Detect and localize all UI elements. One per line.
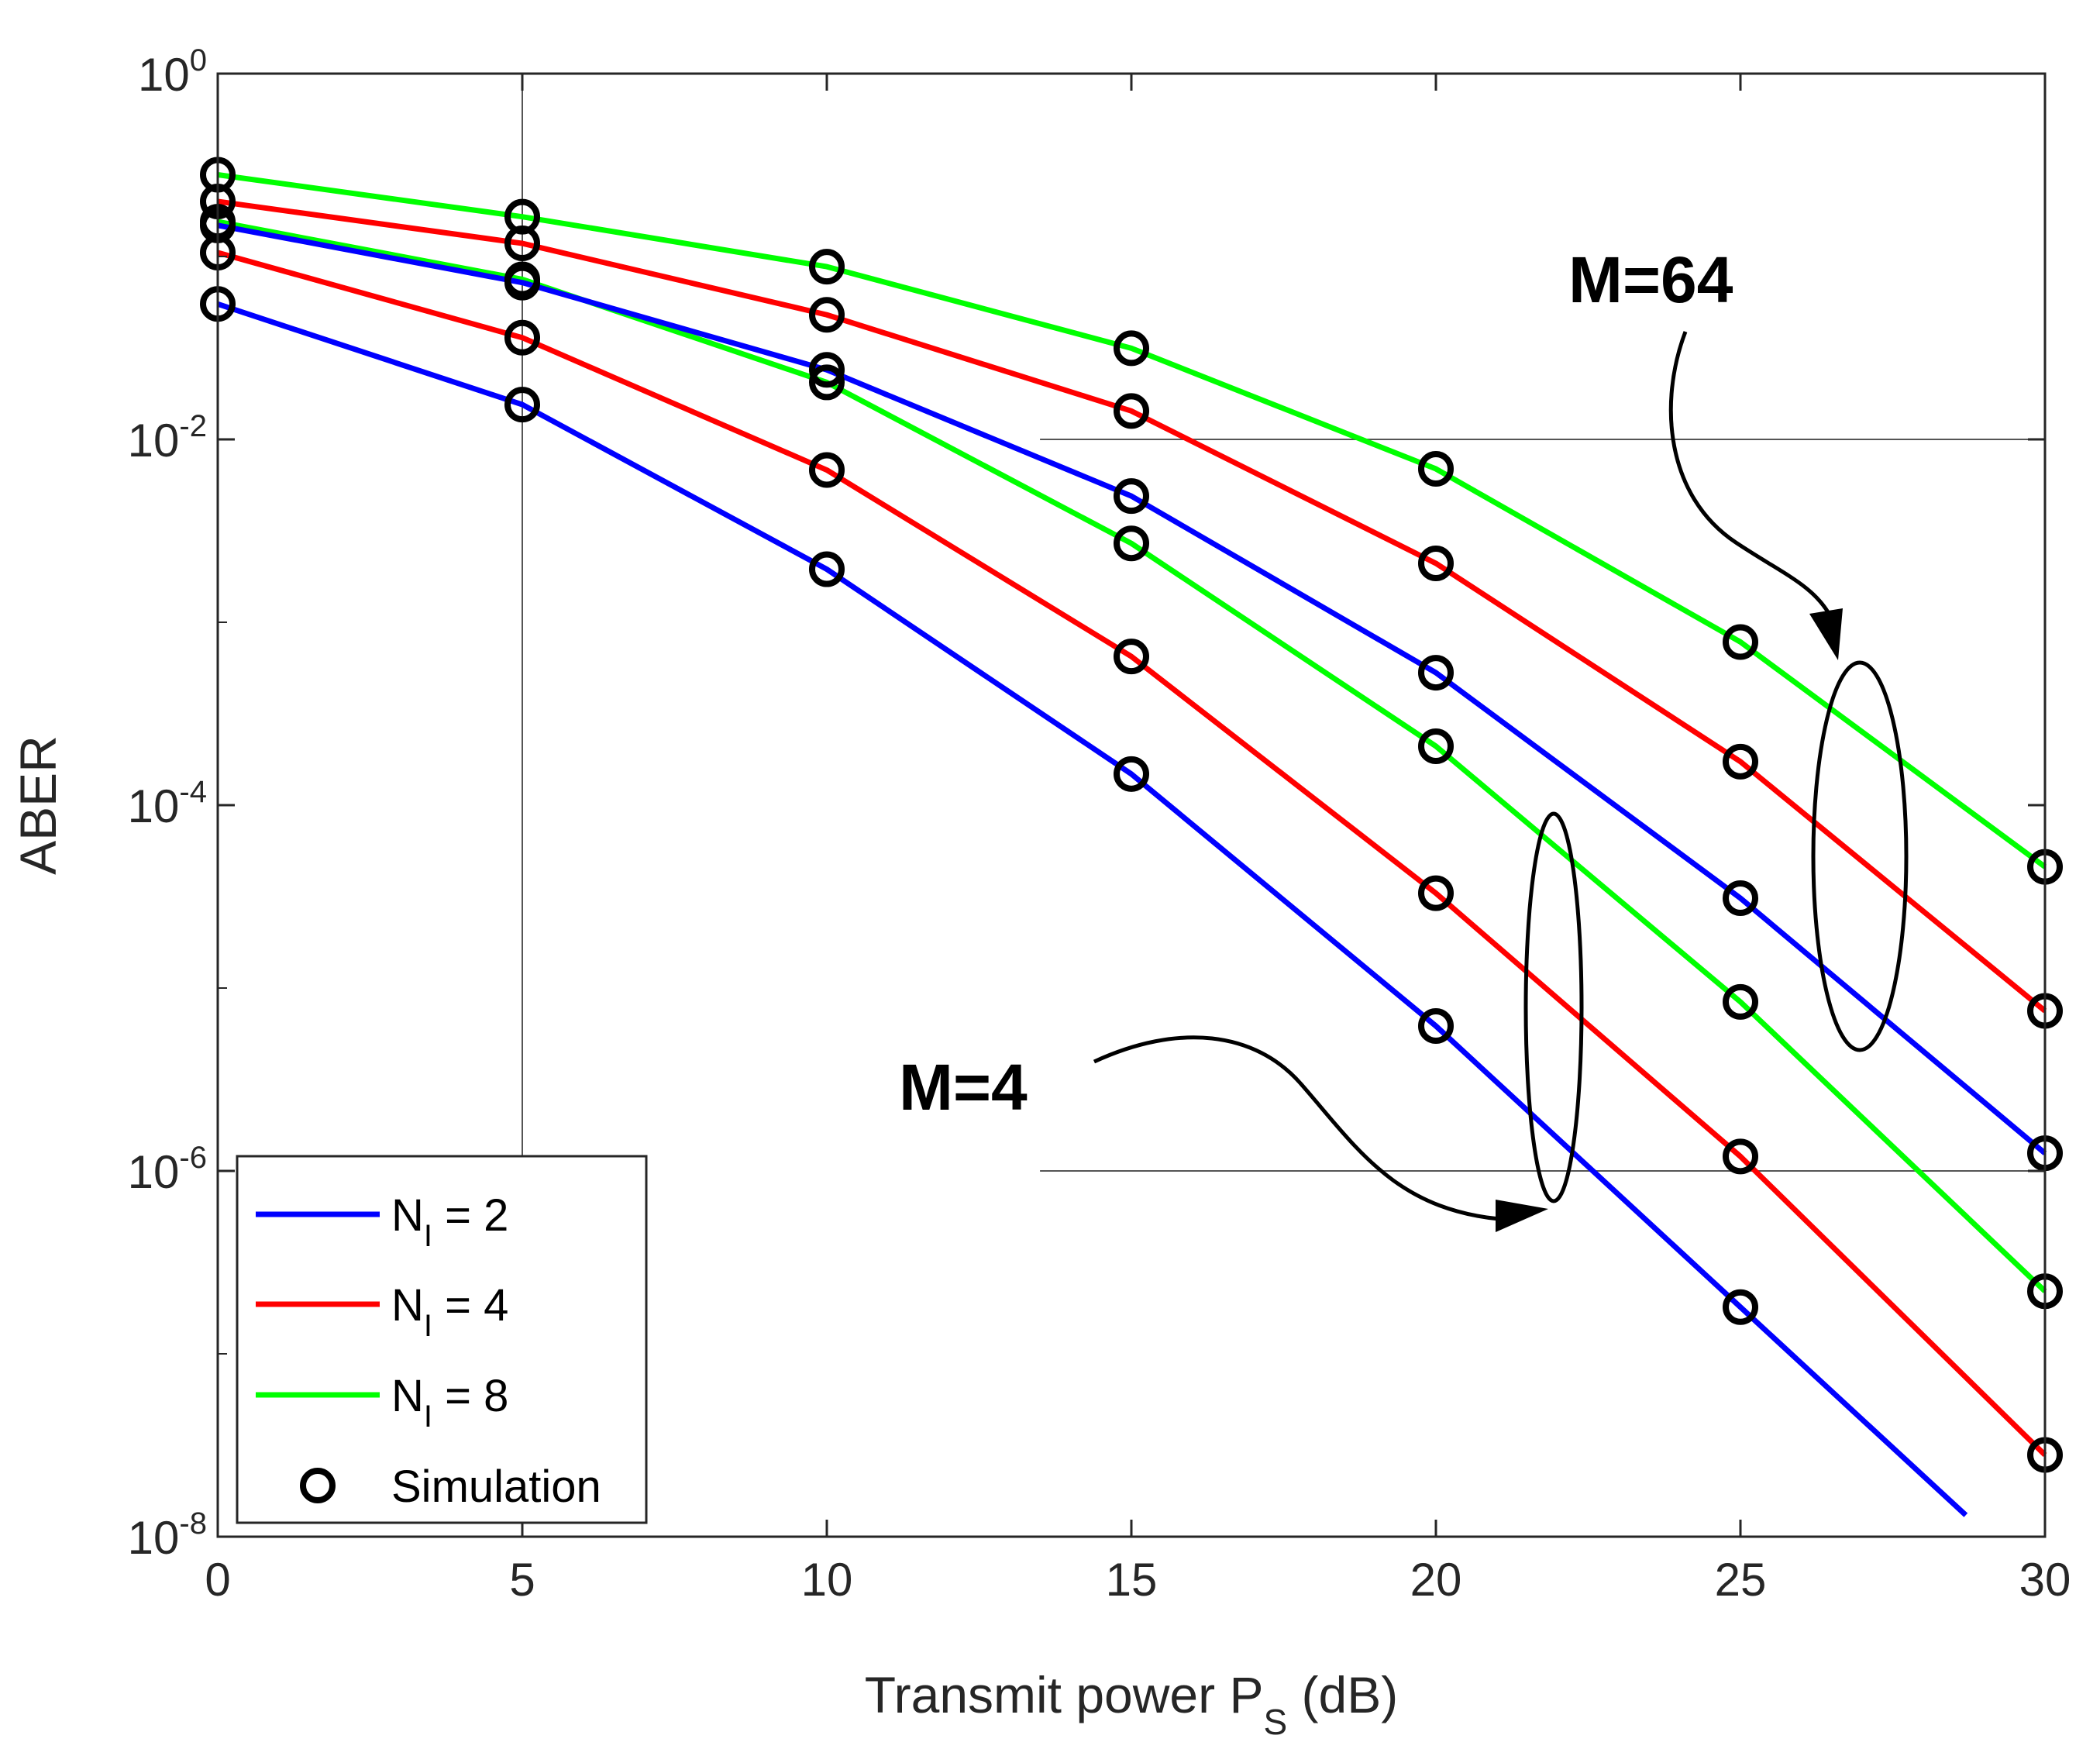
- legend-label-ni-8: NI = 8: [391, 1371, 508, 1434]
- series-line-M64-4: [217, 198, 2047, 1014]
- x-tick-label: 10: [801, 1554, 853, 1606]
- sim-marker: [1114, 639, 1149, 675]
- m64-group-ellipse: [1811, 660, 1909, 1052]
- sim-marker: [1114, 525, 1149, 562]
- annotations: M=64 M=4: [899, 243, 1909, 1232]
- m64-arrowhead-icon: [1809, 608, 1843, 660]
- x-axis-label: Transmit power PS (dB): [865, 1666, 1398, 1742]
- series-line-M4-0: [216, 301, 1968, 1517]
- sim-marker: [809, 364, 845, 401]
- sim-marker: [1418, 545, 1454, 581]
- sim-marker: [1418, 451, 1454, 487]
- x-tick-label: 30: [2019, 1554, 2071, 1606]
- y-tick-label: 100: [138, 43, 207, 101]
- x-tick-label: 20: [1410, 1554, 1462, 1606]
- y-tick-label: 10-6: [128, 1141, 207, 1198]
- legend-label-simulation: Simulation: [391, 1462, 601, 1512]
- series-line-M4-2: [217, 219, 2047, 1293]
- m64-annotation: M=64: [1568, 243, 1733, 316]
- y-tick-label: 10-4: [128, 775, 207, 832]
- legend-entry-ni-4: NI = 4: [256, 1280, 508, 1343]
- axis-ticks: 0 5 10 15 20 25 30 100 10-2 10-4 10-6 10-8: [128, 43, 2071, 1606]
- sim-marker: [809, 452, 845, 488]
- legend: NI = 2 NI = 4 NI = 8 Simulation: [236, 1155, 648, 1524]
- x-tick-label: 15: [1106, 1554, 1158, 1606]
- series-lines: [216, 172, 2047, 1517]
- sim-marker: [504, 198, 540, 235]
- legend-label-ni-4: NI = 4: [391, 1280, 508, 1343]
- sim-marker: [1723, 1289, 1758, 1325]
- sim-marker: [809, 297, 845, 333]
- m4-arrowhead-icon: [1496, 1200, 1548, 1232]
- m4-arrow: [1093, 1035, 1500, 1221]
- m4-annotation: M=4: [899, 1051, 1028, 1124]
- sim-marker: [1723, 983, 1758, 1020]
- sim-marker: [1723, 1138, 1758, 1175]
- legend-box: [236, 1155, 648, 1524]
- legend-entry-ni-2: NI = 2: [256, 1190, 508, 1253]
- sim-marker: [1418, 728, 1454, 764]
- sim-marker: [1723, 880, 1758, 917]
- sim-marker: [809, 249, 845, 285]
- sim-marker: [809, 551, 845, 587]
- x-tick-label: 5: [509, 1554, 535, 1606]
- sim-marker: [1114, 330, 1149, 367]
- sim-marker: [809, 352, 845, 388]
- sim-marker: [1418, 655, 1454, 691]
- series-line-M4-1: [217, 250, 2047, 1457]
- simulation-markers: [200, 157, 2063, 1473]
- sim-marker: [1114, 756, 1149, 792]
- m4-group-ellipse: [1523, 811, 1584, 1203]
- series-line-M64-5: [217, 172, 2047, 869]
- y-tick-label: 10-8: [128, 1506, 207, 1564]
- y-axis-label: ABER: [9, 735, 67, 875]
- series-line-M64-3: [217, 222, 2047, 1155]
- sim-marker: [1114, 393, 1149, 429]
- x-tick-label: 25: [1715, 1554, 1767, 1606]
- legend-marker-circle: [300, 1468, 336, 1503]
- legend-entry-simulation: Simulation: [300, 1462, 601, 1512]
- sim-marker: [504, 319, 540, 356]
- x-tick-label: 0: [205, 1554, 230, 1606]
- y-tick-label: 10-2: [128, 409, 207, 467]
- sim-marker: [1114, 478, 1149, 515]
- sim-marker: [1418, 875, 1454, 911]
- m64-arrow: [1668, 331, 1833, 618]
- sim-marker: [504, 387, 540, 423]
- legend-entry-ni-8: NI = 8: [256, 1371, 508, 1434]
- sim-marker: [1723, 743, 1758, 780]
- sim-marker: [504, 264, 540, 301]
- sim-marker: [1418, 1007, 1454, 1044]
- sim-marker: [1723, 624, 1758, 660]
- legend-label-ni-2: NI = 2: [391, 1190, 508, 1253]
